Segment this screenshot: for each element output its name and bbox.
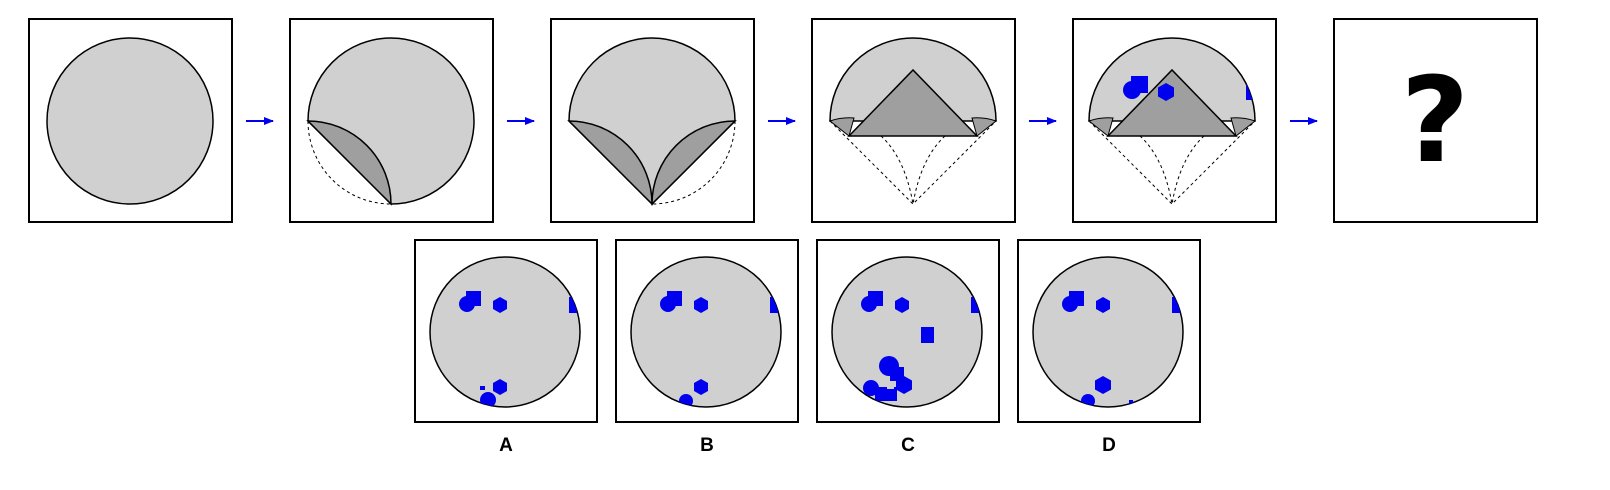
- folded-away-outline: [829, 120, 997, 205]
- folded-flap: [306, 120, 392, 206]
- step-6-panel: ?: [1333, 18, 1538, 223]
- step-5-panel: [1072, 18, 1277, 223]
- option-label: A: [499, 435, 513, 456]
- option-c[interactable]: C: [816, 239, 1000, 456]
- small-flap-left: [1087, 117, 1114, 137]
- option-label: C: [901, 435, 915, 456]
- folded-flap-left: [567, 120, 653, 206]
- folded-triangle: [1106, 68, 1238, 137]
- option-c-holes: [861, 291, 982, 401]
- circle-hole: [1123, 81, 1141, 99]
- option-a[interactable]: A: [414, 239, 598, 456]
- punched-holes: [1123, 76, 1255, 101]
- option-b[interactable]: B: [615, 239, 799, 456]
- paper-circle: [46, 37, 214, 205]
- small-flap-left: [828, 117, 855, 137]
- folded-triangle: [847, 68, 979, 137]
- option-b-holes: [660, 291, 781, 407]
- small-flap-right: [971, 117, 998, 137]
- option-a-holes: [459, 291, 580, 407]
- question-mark: ?: [1401, 51, 1469, 189]
- option-label: B: [700, 435, 714, 456]
- option-label: D: [1102, 435, 1116, 456]
- step-4-panel: [811, 18, 1016, 223]
- option-d[interactable]: D: [1017, 239, 1201, 456]
- folded-away-outline: [1088, 120, 1256, 205]
- small-flap-right: [1230, 117, 1257, 137]
- paper-remaining: [307, 37, 475, 205]
- step-2-panel: [289, 18, 494, 223]
- folded-flap-right: [651, 120, 737, 206]
- step-3-panel: [550, 18, 755, 223]
- overlap-gap: [887, 382, 894, 389]
- paper-top-half: [568, 37, 736, 206]
- step-1-panel: [28, 18, 233, 223]
- hexagon-hole: [1158, 83, 1174, 101]
